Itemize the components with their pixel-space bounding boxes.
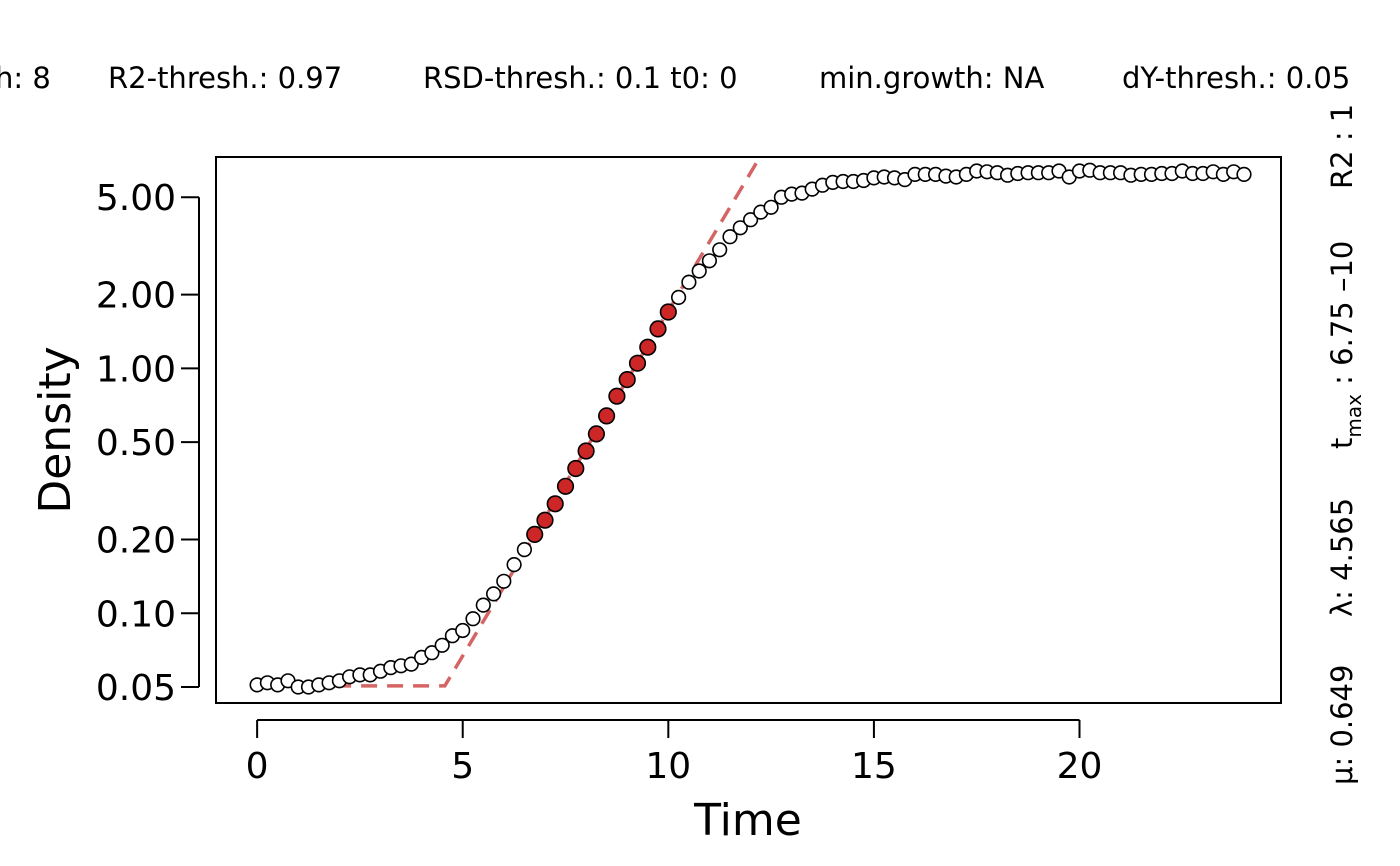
x-tick-label: 5 — [451, 746, 474, 787]
y-axis-title: Density — [30, 346, 81, 513]
side-r2: R2 : 1 — [1325, 104, 1359, 189]
side-tmax: tmax : 6.75 –10 — [1325, 241, 1366, 449]
data-point — [486, 586, 502, 602]
highlighted-data-point — [567, 459, 585, 478]
side-tmax-prefix: t — [1325, 438, 1359, 449]
y-tick-label: 0.10 — [96, 594, 176, 635]
highlighted-data-point — [536, 511, 554, 529]
data-point — [516, 541, 533, 558]
data-point — [691, 263, 707, 279]
side-tmax-value: : 6.75 –10 — [1325, 241, 1359, 394]
highlighted-data-point — [618, 371, 636, 389]
header-dy-thresh: dY-thresh.: 0.05 — [1122, 61, 1350, 95]
y-tick-label: 0.05 — [96, 668, 176, 709]
highlighted-data-point — [649, 320, 667, 338]
data-point — [712, 242, 728, 258]
side-mu: μ: 0.649 — [1325, 665, 1359, 785]
highlighted-data-point — [577, 442, 595, 460]
highlighted-data-point — [587, 425, 606, 443]
data-point — [434, 637, 450, 653]
highlighted-data-point — [597, 407, 616, 425]
side-lambda: λ: 4.565 — [1325, 498, 1359, 617]
data-point — [681, 274, 697, 290]
x-tick-label: 15 — [851, 746, 897, 787]
x-tick-label: 0 — [246, 746, 269, 787]
data-point — [1236, 166, 1252, 182]
highlighted-data-point — [659, 303, 677, 321]
x-axis-title: Time — [693, 795, 802, 846]
side-annotation: μ: 0.649 λ: 4.565 tmax : 6.75 –10 R2 : 1 — [1325, 104, 1366, 785]
data-points — [249, 162, 1252, 695]
header-parameters: h: 8 R2-thresh.: 0.97 RSD-thresh.: 0.1 t… — [0, 61, 1350, 95]
highlighted-data-point — [628, 354, 647, 372]
data-point — [732, 220, 748, 236]
data-point — [424, 645, 440, 661]
highlighted-data-point — [556, 477, 575, 495]
data-point — [465, 611, 481, 627]
y-tick-label: 1.00 — [96, 349, 176, 390]
header-min-growth: min.growth: NA — [819, 61, 1044, 95]
data-point — [701, 253, 718, 269]
highlighted-data-point — [546, 495, 564, 513]
y-axis: 0.05 0.10 0.20 0.50 1.00 2.00 5.00 — [96, 178, 200, 709]
header-r2-thresh: R2-thresh.: 0.97 — [108, 61, 342, 95]
x-tick-label: 10 — [645, 746, 691, 787]
data-point — [722, 229, 738, 245]
y-tick-label: 0.20 — [96, 521, 176, 562]
data-point — [670, 289, 687, 306]
fit-line — [257, 157, 762, 688]
header-rsd-thresh: RSD-thresh.: 0.1 t0: 0 — [423, 61, 738, 95]
highlighted-data-point — [639, 338, 657, 356]
x-tick-label: 20 — [1057, 746, 1103, 787]
x-axis: 0 5 10 15 20 — [246, 719, 1103, 787]
plot-frame — [215, 156, 1282, 704]
data-point — [475, 597, 491, 613]
data-point — [496, 573, 512, 589]
y-tick-label: 2.00 — [96, 276, 176, 317]
data-point — [763, 199, 779, 215]
data-point — [506, 556, 522, 573]
y-tick-label: 0.50 — [96, 423, 176, 464]
side-tmax-sub: max — [1342, 394, 1366, 438]
header-h: h: 8 — [0, 61, 51, 95]
data-point — [742, 212, 759, 228]
highlighted-data-point — [526, 525, 544, 544]
highlighted-data-point — [608, 387, 626, 405]
y-tick-label: 5.00 — [96, 178, 176, 219]
fit-line-layer — [257, 157, 762, 688]
data-point — [455, 622, 471, 639]
